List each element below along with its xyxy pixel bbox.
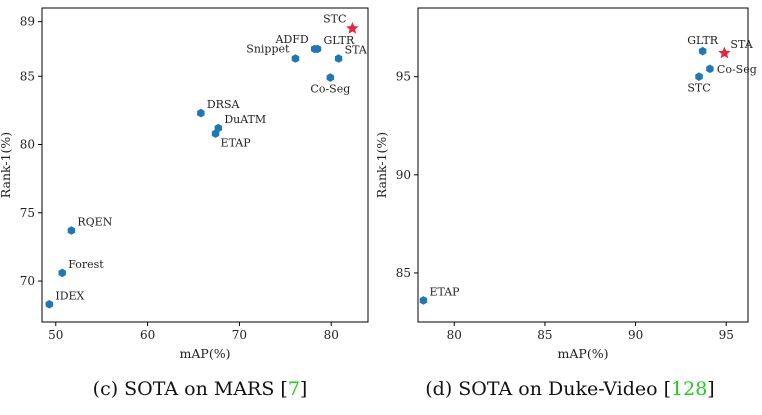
y-tick-label: 80 (20, 138, 35, 152)
caption-duke-video: (d) SOTA on Duke-Video [128] (400, 378, 740, 400)
point-label-drsa: DRSA (207, 98, 241, 111)
caption-duke-close: ] (707, 378, 715, 400)
point-forest[interactable] (58, 268, 66, 278)
point-label-gltr: GLTR (687, 34, 719, 47)
point-label-gltr: GLTR (323, 34, 355, 47)
caption-mars-text: (c) SOTA on MARS [ (92, 378, 288, 400)
x-axis-label: mAP(%) (558, 346, 609, 361)
point-label-sta: STA (345, 44, 368, 57)
x-tick-label: 95 (719, 328, 734, 342)
chart-mars: 50 60 70 80 70 75 80 85 89 mAP(%) Rank-1(%) IDEX For… (0, 7, 369, 361)
y-tick-label: 89 (20, 15, 35, 29)
x-tick-label: 90 (628, 328, 643, 342)
caption-duke-ref[interactable]: 128 (671, 378, 708, 400)
caption-mars-ref[interactable]: 7 (287, 378, 300, 400)
x-tick-label: 80 (447, 328, 462, 342)
point-label-co-seg: Co-Seg (717, 63, 757, 76)
point-snippet[interactable] (291, 54, 300, 63)
point-drsa[interactable] (197, 108, 205, 118)
y-tick-label: 70 (20, 274, 35, 288)
point-sta-star[interactable] (718, 46, 731, 59)
point-label-duatm: DuATM (224, 113, 266, 126)
x-tick-label: 50 (48, 328, 63, 342)
x-tick-label: 80 (324, 328, 339, 342)
point-label-etap: ETAP (429, 285, 460, 298)
x-tick-label: 85 (537, 328, 552, 342)
caption-duke-text: (d) SOTA on Duke-Video [ (425, 378, 672, 400)
point-label-idex: IDEX (55, 289, 84, 302)
plot-frame (41, 7, 369, 323)
plot-frame (417, 7, 749, 323)
y-tick-label: 85 (20, 69, 35, 83)
point-co-seg[interactable] (326, 73, 335, 82)
point-stc-star[interactable] (346, 22, 359, 34)
point-label-sta: STA (730, 38, 753, 51)
y-tick-label: 95 (396, 70, 411, 84)
caption-mars-close: ] (299, 378, 308, 400)
x-tick-label: 60 (140, 328, 155, 342)
point-co-seg[interactable] (706, 64, 714, 74)
y-axis-label: Rank-1(%) (0, 132, 13, 198)
point-label-forest: Forest (68, 258, 104, 271)
point-label-rqen: RQEN (77, 216, 112, 229)
point-gltr[interactable] (313, 44, 322, 54)
point-idex[interactable] (45, 300, 54, 309)
point-label-stc: STC (323, 12, 346, 25)
point-etap[interactable] (419, 296, 428, 305)
point-gltr[interactable] (698, 46, 707, 56)
point-label-co-seg: Co-Seg (310, 83, 350, 96)
point-label-etap: ETAP (221, 137, 252, 150)
point-label-adfd: ADFD (275, 33, 309, 46)
caption-mars: (c) SOTA on MARS [7] (30, 378, 370, 400)
point-label-stc: STC (687, 82, 710, 95)
point-sta[interactable] (334, 54, 343, 63)
point-stc[interactable] (695, 72, 703, 81)
y-tick-label: 90 (396, 168, 411, 182)
y-tick-label: 85 (396, 266, 411, 280)
chart-duke-video: 80 85 90 95 85 90 95 mAP(%) Rank-1(%) ETAP GLTR Co-… (374, 7, 757, 361)
y-axis-label: Rank-1(%) (374, 132, 389, 198)
point-label-snippet: Snippet (246, 43, 290, 56)
point-etap[interactable] (211, 129, 220, 138)
x-axis-label: mAP(%) (180, 346, 231, 361)
y-tick-label: 75 (20, 206, 35, 220)
x-tick-label: 70 (232, 328, 247, 342)
point-rqen[interactable] (67, 226, 76, 235)
